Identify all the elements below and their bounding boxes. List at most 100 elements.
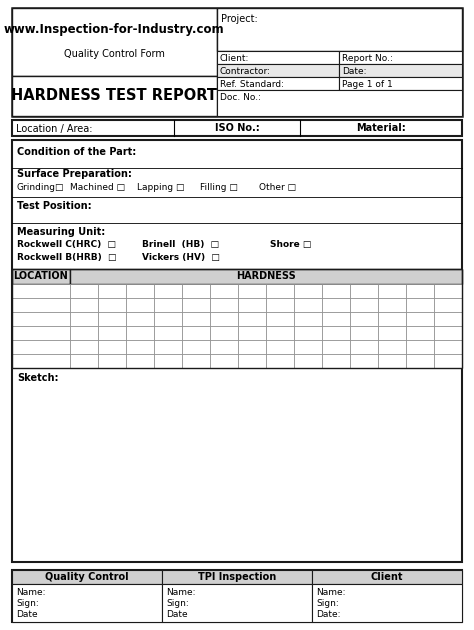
Bar xyxy=(217,90,462,116)
Bar xyxy=(217,77,339,90)
Bar xyxy=(126,298,154,312)
Bar xyxy=(162,584,312,622)
Text: Date:: Date: xyxy=(316,610,340,619)
Bar xyxy=(70,326,98,340)
Text: Client: Client xyxy=(371,572,403,582)
Text: Name:: Name: xyxy=(16,588,46,597)
Bar xyxy=(182,298,210,312)
Bar xyxy=(98,298,126,312)
Bar xyxy=(12,584,162,622)
Bar xyxy=(12,76,217,116)
Bar xyxy=(378,312,406,326)
Bar xyxy=(12,284,70,298)
Bar xyxy=(238,312,266,326)
Bar xyxy=(217,51,339,64)
Bar xyxy=(12,269,462,368)
Text: Measuring Unit:: Measuring Unit: xyxy=(17,227,105,237)
Text: Contractor:: Contractor: xyxy=(220,67,271,76)
Bar xyxy=(266,312,294,326)
Bar xyxy=(378,354,406,368)
Text: Lapping □: Lapping □ xyxy=(137,183,184,192)
Text: Brinell  (HB)  □: Brinell (HB) □ xyxy=(142,240,219,249)
Text: Rockwell B(HRB)  □: Rockwell B(HRB) □ xyxy=(17,253,117,262)
Bar xyxy=(98,340,126,354)
Bar xyxy=(266,298,294,312)
Bar xyxy=(126,284,154,298)
Bar xyxy=(12,120,462,136)
Bar xyxy=(378,284,406,298)
Text: Machined □: Machined □ xyxy=(70,183,125,192)
Bar xyxy=(182,284,210,298)
Bar xyxy=(266,326,294,340)
Bar xyxy=(312,584,462,622)
Text: Location / Area:: Location / Area: xyxy=(16,124,92,134)
Bar xyxy=(12,312,70,326)
Bar xyxy=(98,354,126,368)
Bar xyxy=(238,298,266,312)
Bar xyxy=(238,354,266,368)
Text: Client:: Client: xyxy=(220,54,249,63)
Text: Name:: Name: xyxy=(166,588,195,597)
Bar xyxy=(217,64,339,77)
Text: Report No.:: Report No.: xyxy=(342,54,393,63)
Bar xyxy=(266,354,294,368)
Bar xyxy=(12,140,462,562)
Text: TPI Inspection: TPI Inspection xyxy=(198,572,276,582)
Bar xyxy=(434,340,462,354)
Text: Filling □: Filling □ xyxy=(200,183,238,192)
Bar xyxy=(312,570,462,584)
Text: Shore □: Shore □ xyxy=(270,240,311,249)
Bar xyxy=(322,284,350,298)
Bar xyxy=(406,354,434,368)
Text: Date: Date xyxy=(16,610,37,619)
Bar xyxy=(294,326,322,340)
Bar xyxy=(12,570,162,584)
Bar xyxy=(294,298,322,312)
Bar xyxy=(12,8,217,76)
Bar xyxy=(378,340,406,354)
Bar xyxy=(350,312,378,326)
Text: Project:: Project: xyxy=(221,14,258,24)
Bar xyxy=(126,326,154,340)
Bar xyxy=(182,312,210,326)
Bar xyxy=(182,354,210,368)
Bar xyxy=(210,326,238,340)
Bar xyxy=(126,354,154,368)
Bar xyxy=(339,64,462,77)
Bar xyxy=(70,312,98,326)
Bar xyxy=(98,312,126,326)
Text: HARDNESS: HARDNESS xyxy=(236,271,296,281)
Bar xyxy=(70,298,98,312)
Text: Sign:: Sign: xyxy=(16,599,39,608)
Bar xyxy=(98,326,126,340)
Text: LOCATION: LOCATION xyxy=(14,271,68,281)
Bar xyxy=(126,340,154,354)
Text: Vickers (HV)  □: Vickers (HV) □ xyxy=(142,253,220,262)
Bar xyxy=(210,284,238,298)
Bar xyxy=(434,354,462,368)
Bar xyxy=(210,354,238,368)
Text: Date:: Date: xyxy=(342,67,366,76)
Bar xyxy=(217,8,462,51)
Bar xyxy=(350,298,378,312)
Text: Grinding□: Grinding□ xyxy=(17,183,64,192)
Bar xyxy=(322,298,350,312)
Bar xyxy=(12,340,70,354)
Text: Other □: Other □ xyxy=(259,183,296,192)
Text: Condition of the Part:: Condition of the Part: xyxy=(17,147,136,157)
Bar xyxy=(339,51,462,64)
Bar xyxy=(210,340,238,354)
Text: Material:: Material: xyxy=(356,123,406,133)
Text: www.Inspection-for-Industry.com: www.Inspection-for-Industry.com xyxy=(4,23,224,37)
Text: Date: Date xyxy=(166,610,188,619)
Text: Sign:: Sign: xyxy=(316,599,339,608)
Bar xyxy=(70,269,462,284)
Bar xyxy=(322,312,350,326)
Bar xyxy=(126,312,154,326)
Bar xyxy=(378,298,406,312)
Bar xyxy=(406,340,434,354)
Text: Quality Control Form: Quality Control Form xyxy=(64,49,164,59)
Bar xyxy=(154,312,182,326)
Bar xyxy=(12,298,70,312)
Bar xyxy=(70,284,98,298)
